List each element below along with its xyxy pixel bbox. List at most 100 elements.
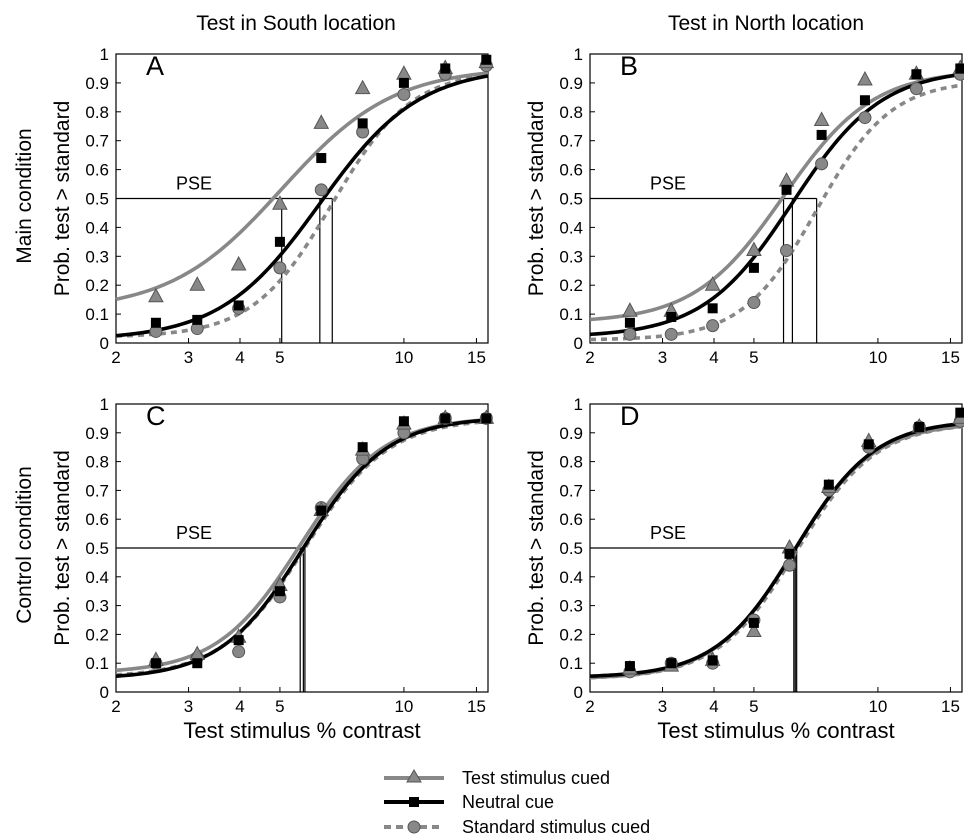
data-point-square	[150, 658, 161, 669]
y-tick-label: 0.6	[559, 161, 583, 180]
legend-label-test-cued: Test stimulus cued	[462, 768, 610, 788]
x-tick-label: 5	[749, 348, 758, 367]
fit-curve-neutral-cue	[115, 418, 489, 678]
data-point-circle	[782, 558, 796, 572]
data-point-triangle	[746, 622, 762, 638]
y-tick-label: 0.6	[85, 510, 109, 529]
data-point-triangle	[396, 65, 412, 80]
legend-label-neutral: Neutral cue	[462, 792, 554, 812]
data-point-triangle	[813, 111, 830, 126]
data-point-square	[440, 413, 451, 424]
x-tick-label: 3	[184, 348, 193, 367]
panel-a: 0 0.1 0.2 0.3 0.4 0.5 0.6 0.7 0.8 0.9 1 2 3 4 5 10 15 Pro…	[51, 45, 495, 367]
y-tick-label: 0.2	[85, 625, 109, 644]
fit-curve-standard-stimulus-cued	[115, 73, 489, 338]
fit-curve-neutral-cue	[589, 421, 963, 678]
panel-c: 0 0.1 0.2 0.3 0.4 0.5 0.6 0.7 0.8 0.9 1 2 3 4 5 10 15 Pro…	[51, 395, 495, 743]
x-tick-label: 4	[709, 348, 718, 367]
data-point-circle	[858, 111, 872, 125]
data-point-triangle	[272, 195, 288, 210]
column-title-north: Test in North location	[668, 12, 864, 35]
legend-label-standard-cued: Standard stimulus cued	[462, 817, 650, 837]
fit-curve-test-stimulus-cued	[589, 72, 963, 322]
y-tick-label: 0	[574, 334, 583, 353]
data-point-square	[274, 236, 285, 247]
data-point-square	[666, 658, 677, 669]
data-point-square	[914, 422, 925, 433]
y-tick-label: 0.9	[85, 74, 109, 93]
data-point-circle	[314, 183, 328, 197]
data-point-square	[440, 63, 451, 74]
triangle-marker-icon	[406, 769, 422, 783]
y-tick-label: 0.3	[85, 247, 109, 266]
data-point-square	[816, 129, 827, 140]
x-tick-label: 3	[658, 348, 667, 367]
y-tick-label: 0.3	[85, 597, 109, 616]
y-tick-label: 0.8	[85, 453, 109, 472]
y-axis-label: Prob. test > standard	[51, 450, 74, 646]
x-tick-label: 3	[184, 697, 193, 716]
data-point-square	[781, 184, 792, 195]
data-point-square	[707, 655, 718, 666]
y-tick-label: 1	[574, 395, 583, 414]
x-axis-label: Test stimulus % contrast	[183, 718, 420, 743]
data-point-triangle	[148, 287, 164, 303]
data-point-circle	[232, 645, 246, 659]
x-tick-label: 10	[394, 697, 413, 716]
x-axis-label: Test stimulus % contrast	[657, 718, 894, 743]
data-point-circle	[815, 157, 829, 171]
fit-curve-standard-stimulus-cued	[589, 83, 963, 342]
data-point-square	[398, 416, 409, 427]
y-tick-label: 0.3	[559, 597, 583, 616]
data-point-circle	[273, 261, 287, 275]
data-point-square	[955, 407, 964, 418]
data-point-square	[707, 303, 718, 314]
y-axis-label: Prob. test > standard	[525, 450, 548, 646]
data-point-triangle	[857, 70, 873, 86]
x-tick-label: 4	[235, 348, 244, 367]
y-tick-label: 0.5	[85, 539, 109, 558]
y-tick-label: 0.2	[85, 276, 109, 295]
data-point-circle	[397, 87, 411, 101]
y-tick-label: 0.9	[85, 424, 109, 443]
y-tick-label: 0.5	[559, 539, 583, 558]
data-point-square	[911, 69, 922, 80]
x-tick-label: 15	[467, 697, 486, 716]
circle-marker-icon	[407, 820, 421, 834]
y-tick-label: 0	[574, 683, 583, 702]
data-point-triangle	[230, 255, 247, 271]
data-point-square	[666, 311, 677, 322]
x-tick-label: 2	[111, 697, 120, 716]
x-tick-label: 5	[275, 348, 284, 367]
panel-b: 0 0.1 0.2 0.3 0.4 0.5 0.6 0.7 0.8 0.9 1 2 3 4 5 10 15 Pro…	[525, 45, 964, 367]
y-tick-label: 0	[100, 683, 109, 702]
data-point-square	[748, 617, 759, 628]
data-point-square	[748, 262, 759, 273]
y-tick-label: 0.7	[85, 132, 109, 151]
y-tick-label: 0.4	[85, 218, 109, 237]
data-point-square	[823, 479, 834, 490]
x-tick-label: 15	[941, 348, 960, 367]
data-point-triangle	[704, 276, 721, 291]
x-tick-label: 15	[467, 348, 486, 367]
fit-curve-neutral-cue	[589, 72, 963, 337]
data-point-square	[233, 300, 244, 311]
y-tick-label: 0.4	[85, 568, 109, 587]
data-point-circle	[664, 327, 678, 341]
data-point-square	[398, 77, 409, 88]
y-tick-label: 0.5	[85, 190, 109, 209]
data-point-triangle	[778, 172, 795, 187]
legend-item-standard-cued: Standard stimulus cued	[384, 817, 650, 837]
y-tick-label: 1	[100, 45, 109, 64]
data-point-triangle	[354, 79, 371, 95]
y-tick-label: 0	[100, 334, 109, 353]
panel-d: 0 0.1 0.2 0.3 0.4 0.5 0.6 0.7 0.8 0.9 1 2 3 4 5 10 15 Pro…	[525, 395, 964, 743]
pse-label: PSE	[650, 174, 686, 194]
y-tick-label: 0.6	[85, 161, 109, 180]
x-tick-label: 2	[111, 348, 120, 367]
pse-label: PSE	[650, 523, 686, 543]
data-point-square	[859, 95, 870, 106]
data-point-square	[481, 54, 492, 65]
data-point-square	[481, 413, 492, 424]
